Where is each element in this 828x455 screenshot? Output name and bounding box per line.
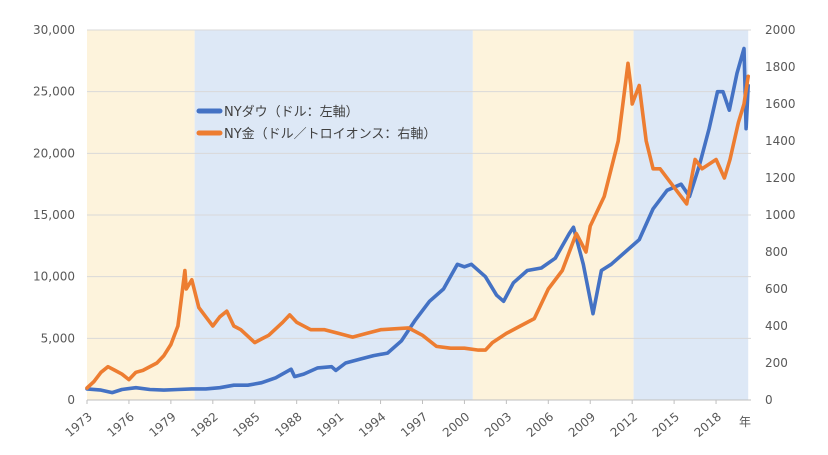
x-tick-label: 2003 [482, 410, 514, 440]
x-tick-label: 1976 [104, 410, 136, 440]
y-right-tick-label: 400 [765, 319, 788, 333]
y-right-tick-label: 2000 [765, 23, 796, 37]
x-tick-label: 2018 [692, 410, 724, 440]
y-right-tick-label: 1600 [765, 97, 796, 111]
y-left-tick-label: 0 [67, 393, 75, 407]
y-left-tick-label: 5,000 [41, 331, 75, 345]
series-line-ny-gold [85, 61, 751, 390]
series-line-ny-dow [85, 46, 751, 395]
x-tick-label: 1994 [356, 410, 388, 440]
y-right-tick-label: 800 [765, 245, 788, 259]
x-axis-label: 年 [739, 415, 751, 429]
x-tick-label: 1991 [314, 410, 346, 440]
x-tick-label: 1985 [230, 410, 262, 440]
y-right-tick-label: 1400 [765, 134, 796, 148]
y-right-tick-label: 1800 [765, 60, 796, 74]
x-tick-label: 1973 [63, 410, 95, 440]
x-tick-label: 1997 [398, 410, 430, 440]
y-right-tick-label: 0 [765, 393, 773, 407]
x-tick-label: 2000 [440, 410, 472, 440]
x-tick-label: 1979 [146, 410, 178, 440]
legend: NYダウ（ドル：左軸） NY金（ドル／トロイオンス：右軸） [196, 105, 436, 142]
legend-label: NYダウ（ドル：左軸） [224, 105, 359, 120]
x-tick-label: 2006 [524, 410, 556, 440]
x-tick-label: 2009 [566, 410, 598, 440]
y-left-tick-label: 10,000 [33, 270, 75, 284]
legend-label: NY金（ドル／トロイオンス：右軸） [224, 126, 436, 142]
y-left-tick-label: 15,000 [33, 208, 75, 222]
y-left-tick-label: 25,000 [33, 85, 75, 99]
y-left-tick-label: 20,000 [33, 146, 75, 160]
x-tick-label: 1988 [272, 410, 304, 440]
y-right-tick-label: 600 [765, 282, 788, 296]
y-right-tick-label: 200 [765, 356, 788, 370]
y-left-tick-label: 30,000 [33, 23, 75, 37]
x-tick-label: 1982 [188, 410, 220, 440]
series-lines [85, 46, 751, 395]
y-right-tick-label: 1200 [765, 171, 796, 185]
y-right-tick-label: 1000 [765, 208, 796, 222]
x-tick-label: 2012 [608, 410, 640, 440]
x-tick-label: 2015 [650, 410, 682, 440]
